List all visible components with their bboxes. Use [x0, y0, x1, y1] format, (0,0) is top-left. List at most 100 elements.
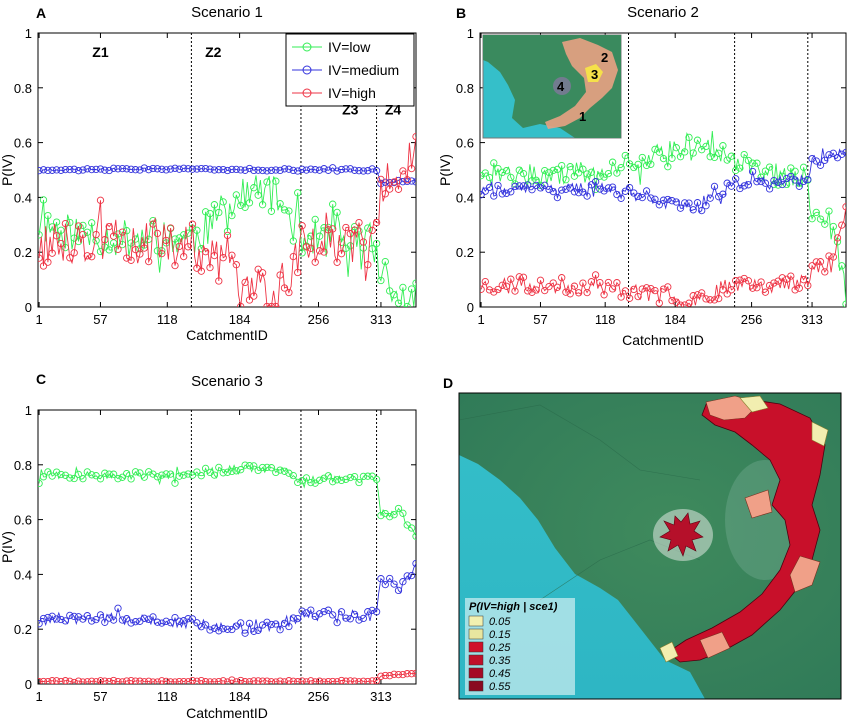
data-point	[241, 461, 249, 469]
data-point	[136, 166, 144, 174]
data-point	[180, 252, 188, 261]
x-tick-label: 313	[801, 312, 823, 327]
data-point	[38, 166, 43, 175]
data-point	[219, 254, 227, 262]
data-point	[812, 157, 820, 165]
data-point	[821, 220, 829, 228]
data-point	[206, 263, 214, 272]
data-point	[158, 619, 166, 627]
series-line	[480, 130, 846, 305]
data-point	[289, 252, 297, 261]
data-point	[105, 166, 113, 175]
data-point	[123, 254, 131, 262]
data-point	[333, 167, 341, 175]
data-point	[676, 153, 685, 161]
data-point	[188, 676, 197, 684]
data-point	[315, 232, 324, 240]
data-point	[575, 189, 583, 197]
data-point	[337, 676, 346, 684]
data-point	[223, 231, 232, 240]
data-point	[753, 159, 761, 167]
data-point	[719, 142, 727, 150]
data-point	[276, 466, 284, 474]
data-point	[702, 142, 710, 151]
data-point	[145, 257, 153, 266]
data-point	[604, 169, 613, 178]
data-point	[285, 207, 293, 215]
data-point	[715, 193, 723, 201]
data-point	[162, 617, 170, 625]
data-point	[787, 172, 795, 181]
data-point	[145, 468, 153, 476]
data-point	[570, 282, 579, 290]
data-point	[524, 181, 532, 189]
data-point	[267, 166, 276, 175]
x-tick-label: 184	[229, 689, 251, 704]
data-point	[315, 166, 324, 174]
data-point	[272, 620, 280, 628]
data-point	[377, 672, 385, 680]
data-point	[302, 474, 311, 482]
y-tick-label: 0.2	[14, 622, 32, 637]
data-point	[215, 677, 223, 684]
data-point	[162, 470, 170, 478]
data-point	[272, 678, 280, 684]
data-point	[294, 167, 302, 175]
data-point	[816, 161, 825, 169]
data-point	[498, 168, 506, 177]
data-point	[782, 174, 791, 183]
data-point	[140, 614, 148, 622]
data-point	[101, 236, 109, 244]
data-point	[96, 196, 105, 204]
data-point	[201, 248, 210, 256]
data-point	[74, 222, 83, 230]
panel-b-inset-map: 4 1 2 3	[482, 34, 622, 139]
data-point	[719, 286, 727, 294]
panel-b-axes: 0 0.2 0.4 0.6 0.8 1 1 57 118 184 256 313	[456, 26, 847, 327]
data-point	[359, 472, 368, 481]
data-point	[727, 182, 736, 190]
panel-c-xlabel: CatchmentID	[186, 705, 268, 721]
data-point	[109, 470, 118, 478]
data-point	[693, 291, 702, 299]
data-point	[562, 185, 570, 193]
data-point	[298, 607, 306, 615]
panel-a-ylabel: P(IV)	[0, 154, 15, 186]
data-point	[600, 291, 608, 299]
data-point	[123, 227, 131, 235]
data-point	[74, 470, 83, 479]
y-tick-label: 0.2	[14, 245, 32, 260]
data-point	[698, 289, 706, 297]
data-point	[38, 254, 43, 262]
y-tick-label: 0	[25, 300, 32, 315]
data-point	[70, 249, 78, 257]
data-point	[70, 474, 78, 483]
data-point	[302, 678, 311, 684]
zone-label: Z3	[342, 102, 359, 118]
data-point	[206, 165, 214, 173]
data-point	[744, 277, 753, 285]
data-point	[52, 468, 61, 476]
data-point	[795, 284, 803, 292]
data-point	[215, 166, 223, 174]
y-tick-label: 0.2	[456, 245, 474, 260]
data-point	[617, 164, 625, 172]
data-point	[285, 165, 293, 173]
data-point	[748, 167, 757, 176]
inset-label-2: 2	[601, 50, 608, 65]
data-point	[223, 625, 232, 633]
data-point	[706, 296, 714, 304]
data-point	[536, 276, 545, 284]
data-point	[127, 165, 135, 173]
panel-c-ylabel: P(IV)	[0, 531, 15, 563]
data-point	[263, 302, 271, 307]
data-point	[105, 470, 113, 478]
data-point	[765, 281, 774, 290]
data-point	[162, 677, 170, 684]
data-point	[596, 172, 604, 180]
data-point	[237, 166, 245, 174]
data-point	[490, 192, 498, 200]
data-point	[642, 187, 651, 195]
data-point	[149, 220, 157, 228]
data-point	[386, 287, 394, 295]
